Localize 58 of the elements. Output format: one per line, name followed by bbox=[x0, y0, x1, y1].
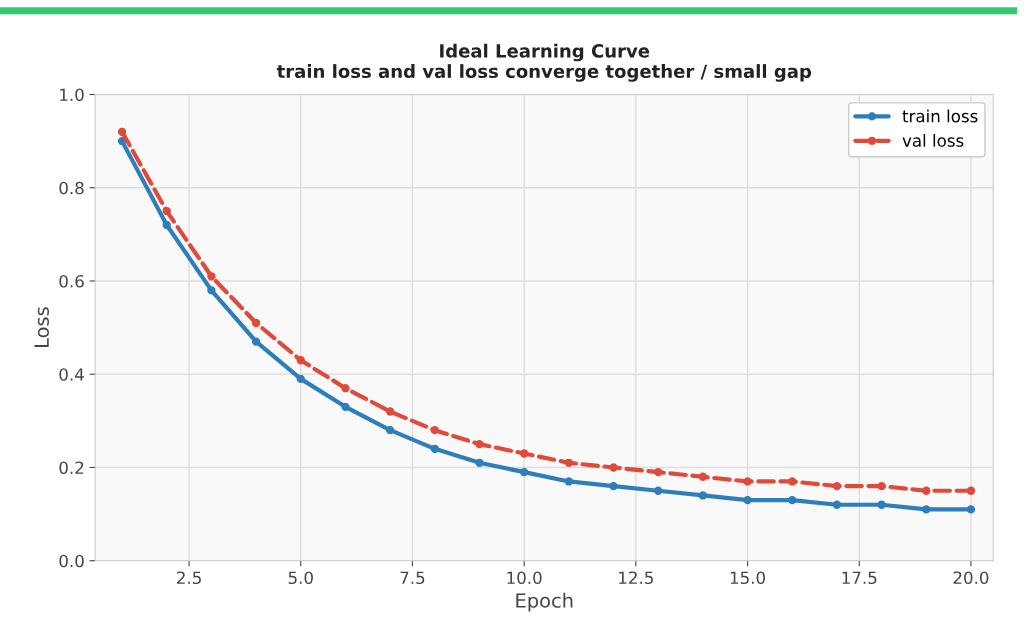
point bbox=[609, 463, 618, 472]
x-tick-label: 15.0 bbox=[730, 571, 765, 585]
point bbox=[698, 491, 708, 500]
point bbox=[207, 272, 216, 281]
point bbox=[877, 481, 886, 491]
y-tick-label: 1.0 bbox=[60, 88, 84, 102]
point bbox=[251, 337, 261, 346]
point bbox=[207, 286, 216, 295]
point bbox=[877, 500, 886, 509]
point bbox=[385, 425, 395, 435]
point bbox=[430, 444, 439, 453]
point bbox=[519, 467, 529, 477]
point bbox=[922, 505, 931, 514]
point bbox=[832, 500, 842, 509]
point bbox=[788, 477, 797, 486]
point bbox=[743, 477, 752, 486]
point bbox=[564, 477, 573, 486]
point bbox=[519, 449, 529, 458]
legend-label: train loss bbox=[902, 109, 978, 123]
y-tick-label: 0.2 bbox=[59, 461, 84, 475]
point bbox=[743, 495, 752, 505]
x-tick-label: 17.5 bbox=[842, 571, 877, 585]
point bbox=[966, 505, 976, 514]
point bbox=[788, 495, 797, 505]
point bbox=[564, 458, 573, 467]
point bbox=[341, 384, 350, 393]
legend-label: val loss bbox=[902, 133, 964, 147]
point bbox=[475, 439, 484, 449]
point bbox=[654, 486, 663, 495]
point bbox=[430, 425, 439, 435]
point bbox=[341, 402, 350, 412]
y-tick-label: 0.4 bbox=[59, 368, 84, 381]
x-axis-title: Epoch bbox=[516, 592, 573, 612]
point bbox=[922, 486, 931, 495]
x-tick-label: 10.0 bbox=[507, 571, 542, 585]
x-tick-label: 20.0 bbox=[953, 571, 989, 585]
point bbox=[966, 486, 976, 495]
point bbox=[475, 458, 484, 467]
x-tick-label: 5.0 bbox=[288, 571, 313, 585]
point bbox=[117, 127, 127, 136]
point bbox=[162, 220, 171, 230]
x-tick-label: 2.5 bbox=[177, 571, 201, 585]
point bbox=[162, 206, 171, 216]
y-tick-label: 0.6 bbox=[59, 274, 84, 288]
point bbox=[385, 407, 395, 416]
x-tick-label: 12.5 bbox=[619, 571, 653, 585]
point bbox=[654, 467, 663, 477]
chart-title: Ideal Learning Curve train loss and val loss converge together / small gap bbox=[276, 43, 812, 82]
y-tick-label: 0.0 bbox=[59, 554, 84, 568]
y-tick-label: 0.8 bbox=[59, 181, 84, 195]
y-axis-title: Loss bbox=[34, 307, 49, 348]
point bbox=[296, 374, 305, 384]
point bbox=[296, 356, 305, 365]
point bbox=[251, 318, 261, 328]
point bbox=[698, 472, 708, 481]
point bbox=[609, 481, 618, 491]
point bbox=[832, 481, 842, 491]
x-tick-label: 7.5 bbox=[400, 571, 425, 585]
